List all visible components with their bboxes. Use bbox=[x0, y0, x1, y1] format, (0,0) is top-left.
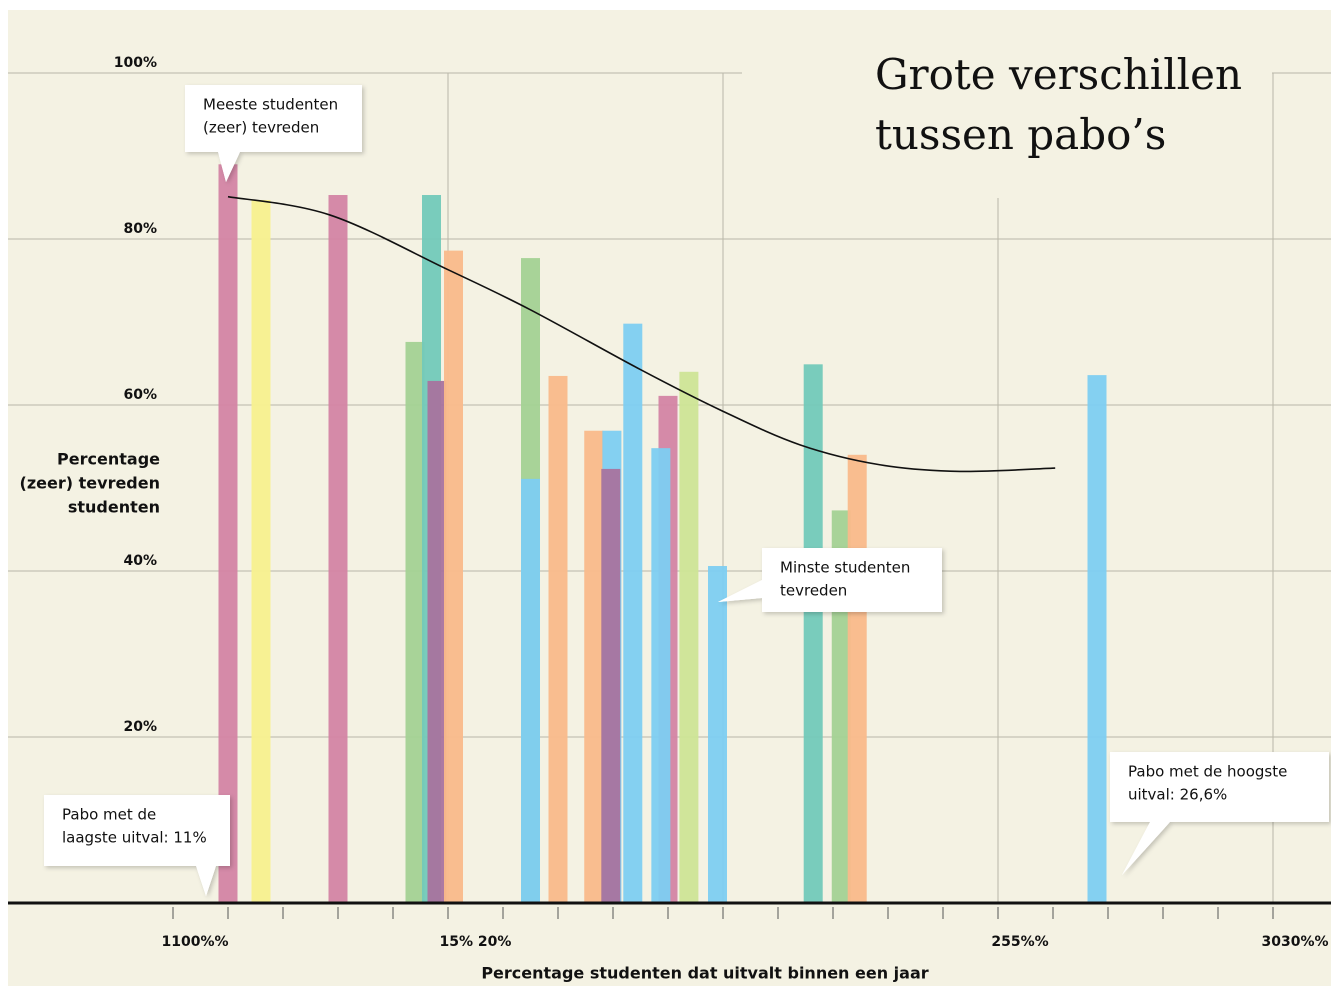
callout-box bbox=[762, 548, 942, 612]
bar bbox=[427, 380, 447, 903]
bar bbox=[803, 364, 823, 904]
bar bbox=[708, 566, 727, 903]
callout-tail bbox=[718, 580, 762, 602]
bar bbox=[601, 468, 621, 903]
callout-box bbox=[1110, 752, 1329, 822]
bar bbox=[218, 164, 238, 904]
y-tick-label: 60% bbox=[123, 387, 157, 403]
annotation: (zeer) tevreden bbox=[203, 119, 319, 137]
annotation: Meeste studenten bbox=[203, 96, 338, 114]
bar bbox=[521, 478, 540, 903]
bar bbox=[847, 454, 867, 903]
y-axis-label: Percentage bbox=[57, 450, 160, 469]
bar bbox=[405, 341, 425, 903]
bar bbox=[251, 199, 271, 904]
bar bbox=[679, 371, 699, 903]
y-tick-label: 20% bbox=[123, 719, 157, 735]
bar bbox=[328, 195, 348, 903]
x-tick-label: 3030%% bbox=[1261, 934, 1328, 950]
y-tick-label: 40% bbox=[123, 553, 157, 569]
callout-box bbox=[185, 85, 362, 152]
x-tick-label: 255%% bbox=[991, 934, 1048, 950]
annotation: laagste uitval: 11% bbox=[62, 829, 207, 847]
y-axis-label: (zeer) tevreden bbox=[20, 474, 160, 493]
x-tick-label: 1100%% bbox=[161, 934, 228, 950]
callout-tail bbox=[218, 152, 240, 182]
bar bbox=[444, 250, 463, 903]
title-background bbox=[742, 40, 1272, 198]
callout-tail bbox=[1122, 822, 1170, 875]
annotation: tevreden bbox=[780, 582, 847, 600]
callout-box bbox=[44, 795, 230, 866]
x-tick-label: 15% 20% bbox=[440, 934, 512, 950]
y-tick-label: 80% bbox=[123, 221, 157, 237]
annotation: uitval: 26,6% bbox=[1128, 786, 1227, 804]
y-tick-label: 100% bbox=[114, 55, 157, 71]
bar bbox=[1087, 375, 1107, 903]
trend-line bbox=[227, 195, 1056, 473]
annotation: Minste studenten bbox=[780, 559, 910, 577]
annotation: Pabo met de bbox=[62, 806, 156, 824]
bar bbox=[651, 448, 671, 903]
x-axis-label: Percentage studenten dat uitvalt binnen … bbox=[481, 964, 928, 983]
bar bbox=[548, 375, 568, 903]
annotation: Pabo met de hoogste bbox=[1128, 763, 1287, 781]
callout-tail bbox=[196, 866, 216, 896]
bar bbox=[623, 323, 643, 903]
chart-title: Grote verschillen bbox=[875, 50, 1242, 99]
chart-title: tussen pabo’s bbox=[875, 110, 1166, 159]
bar bbox=[584, 430, 604, 903]
y-axis-label: studenten bbox=[68, 498, 160, 517]
